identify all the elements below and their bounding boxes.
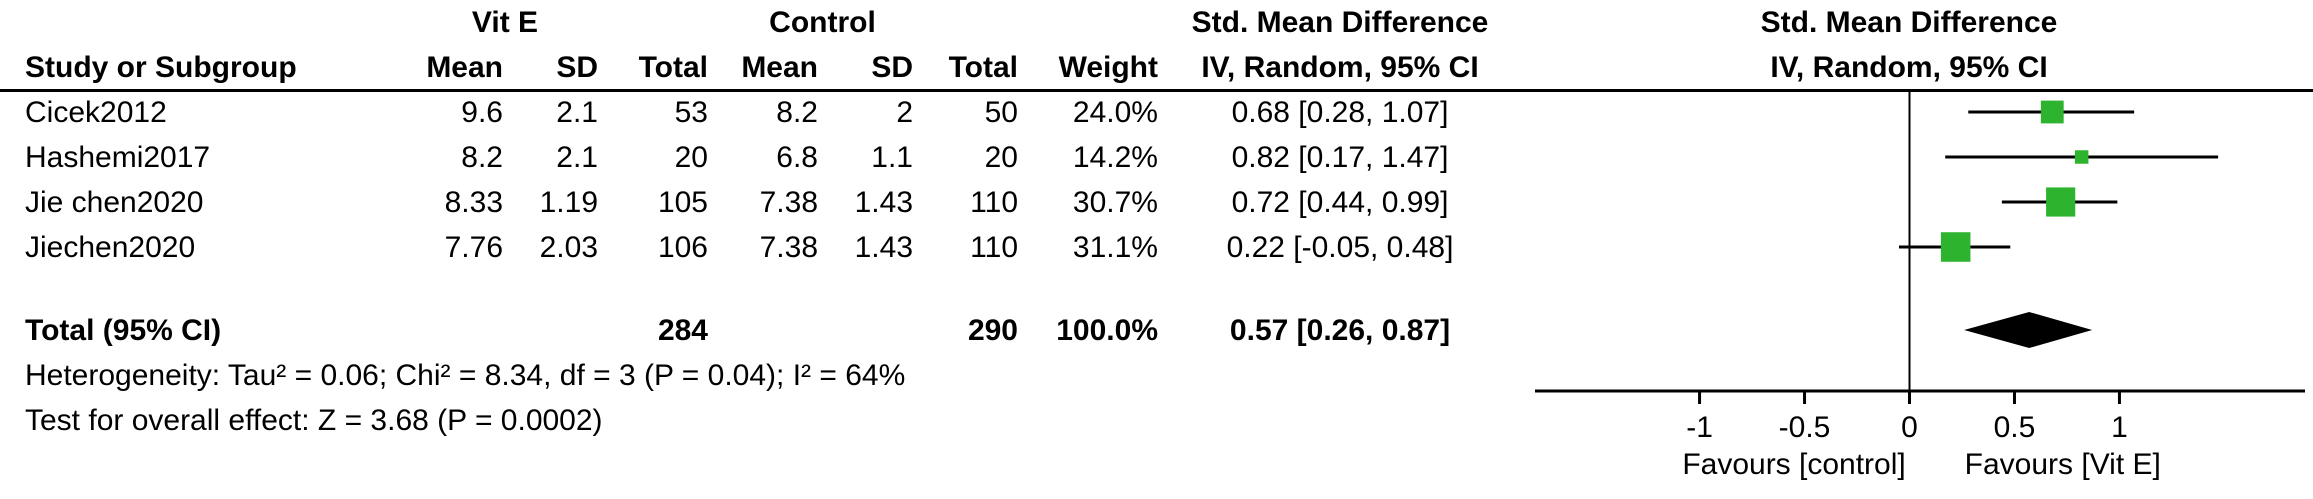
weight-cell: 30.7% [1072, 186, 1158, 219]
effect-square [2074, 150, 2089, 164]
column-header-study: Study or Subgroup [25, 51, 297, 84]
total2-cell: 20 [984, 141, 1018, 174]
effect-square [2046, 187, 2076, 217]
group1-header: Vit E [471, 6, 539, 39]
summary-table: Vit E Control Std. Mean Difference Study… [25, 0, 1510, 443]
forest-plot: -1 -0.5 0 0.5 1 Favours [control] Favours [Vit… [1535, 92, 2305, 481]
mean1-cell: 8.2 [461, 141, 503, 174]
favours-right-label: Favours [Vit E] [1965, 448, 2161, 481]
column-header-weight: Weight [1058, 51, 1158, 84]
effect-square [1940, 232, 1971, 262]
mean2-cell: 8.2 [776, 96, 818, 129]
ci-cell: 0.82 [0.17, 1.47] [1231, 141, 1449, 174]
column-header-mean1: Mean [426, 51, 503, 84]
column-header-mean2: Mean [741, 51, 818, 84]
study-name: Cicek2012 [25, 96, 167, 129]
mean2-cell: 6.8 [776, 141, 818, 174]
column-header-total2: Total [948, 51, 1018, 84]
total1-cell: 106 [657, 231, 708, 264]
sd2-cell: 1.1 [871, 141, 913, 174]
total1-cell: 105 [657, 186, 708, 219]
study-name: Jie chen2020 [25, 186, 204, 219]
sd1-cell: 2.03 [539, 231, 598, 264]
mean2-cell: 7.38 [759, 186, 818, 219]
mean1-cell: 7.76 [444, 231, 503, 264]
total-diamond [1964, 312, 2093, 348]
column-header-total1: Total [638, 51, 708, 84]
mean1-cell: 9.6 [461, 96, 503, 129]
axis-tick-label: -1 [1686, 411, 1713, 444]
ci-cell: 0.72 [0.44, 0.99] [1231, 186, 1449, 219]
sd1-cell: 2.1 [556, 141, 598, 174]
total-weight: 100.0% [1056, 314, 1158, 347]
smd-plot-header: Std. Mean Difference [1760, 6, 2058, 39]
group2-header: Control [769, 6, 876, 39]
mean1-cell: 8.33 [444, 186, 503, 219]
total-label: Total (95% CI) [25, 314, 222, 347]
sd1-cell: 2.1 [556, 96, 598, 129]
plot-header-block: Std. Mean Difference IV, Random, 95% CI [1505, 0, 2313, 90]
total-ci: 0.57 [0.26, 0.87] [1229, 314, 1451, 347]
header-divider-line [0, 89, 2313, 92]
sd2-cell: 2 [896, 96, 913, 129]
total2-cell: 110 [970, 231, 1018, 264]
mean2-cell: 7.38 [759, 231, 818, 264]
total2-cell: 110 [970, 186, 1018, 219]
favours-left-label: Favours [control] [1682, 448, 1905, 481]
sd2-cell: 1.43 [854, 231, 913, 264]
study-name: Jiechen2020 [25, 231, 196, 264]
overall-effect-text: Test for overall effect: Z = 3.68 (P = 0… [25, 404, 603, 437]
axis-tick-label: 0.5 [1994, 411, 2036, 444]
total1-sum: 284 [657, 314, 708, 347]
axis-tick-label: -0.5 [1779, 411, 1831, 444]
column-header-sd1: SD [556, 51, 598, 84]
ci-column-header: IV, Random, 95% CI [1201, 51, 1479, 84]
ci-cell: 0.22 [-0.05, 0.48] [1226, 231, 1454, 264]
effect-square [2040, 100, 2064, 124]
ci-cell: 0.68 [0.28, 1.07] [1231, 96, 1449, 129]
weight-cell: 31.1% [1072, 231, 1158, 264]
axis-tick-label: 0 [1901, 411, 1918, 444]
sd1-cell: 1.19 [539, 186, 598, 219]
axis-tick-label: 1 [2111, 411, 2128, 444]
total1-cell: 20 [674, 141, 708, 174]
weight-cell: 14.2% [1072, 141, 1158, 174]
total2-cell: 50 [984, 96, 1018, 129]
ci-plot-header: IV, Random, 95% CI [1770, 51, 2048, 84]
column-header-sd2: SD [871, 51, 913, 84]
sd2-cell: 1.43 [854, 186, 913, 219]
total1-cell: 53 [674, 96, 708, 129]
total2-sum: 290 [967, 314, 1018, 347]
smd-column-header: Std. Mean Difference [1191, 6, 1489, 39]
heterogeneity-text: Heterogeneity: Tau² = 0.06; Chi² = 8.34,… [25, 359, 906, 392]
study-name: Hashemi2017 [25, 141, 211, 174]
weight-cell: 24.0% [1072, 96, 1158, 129]
